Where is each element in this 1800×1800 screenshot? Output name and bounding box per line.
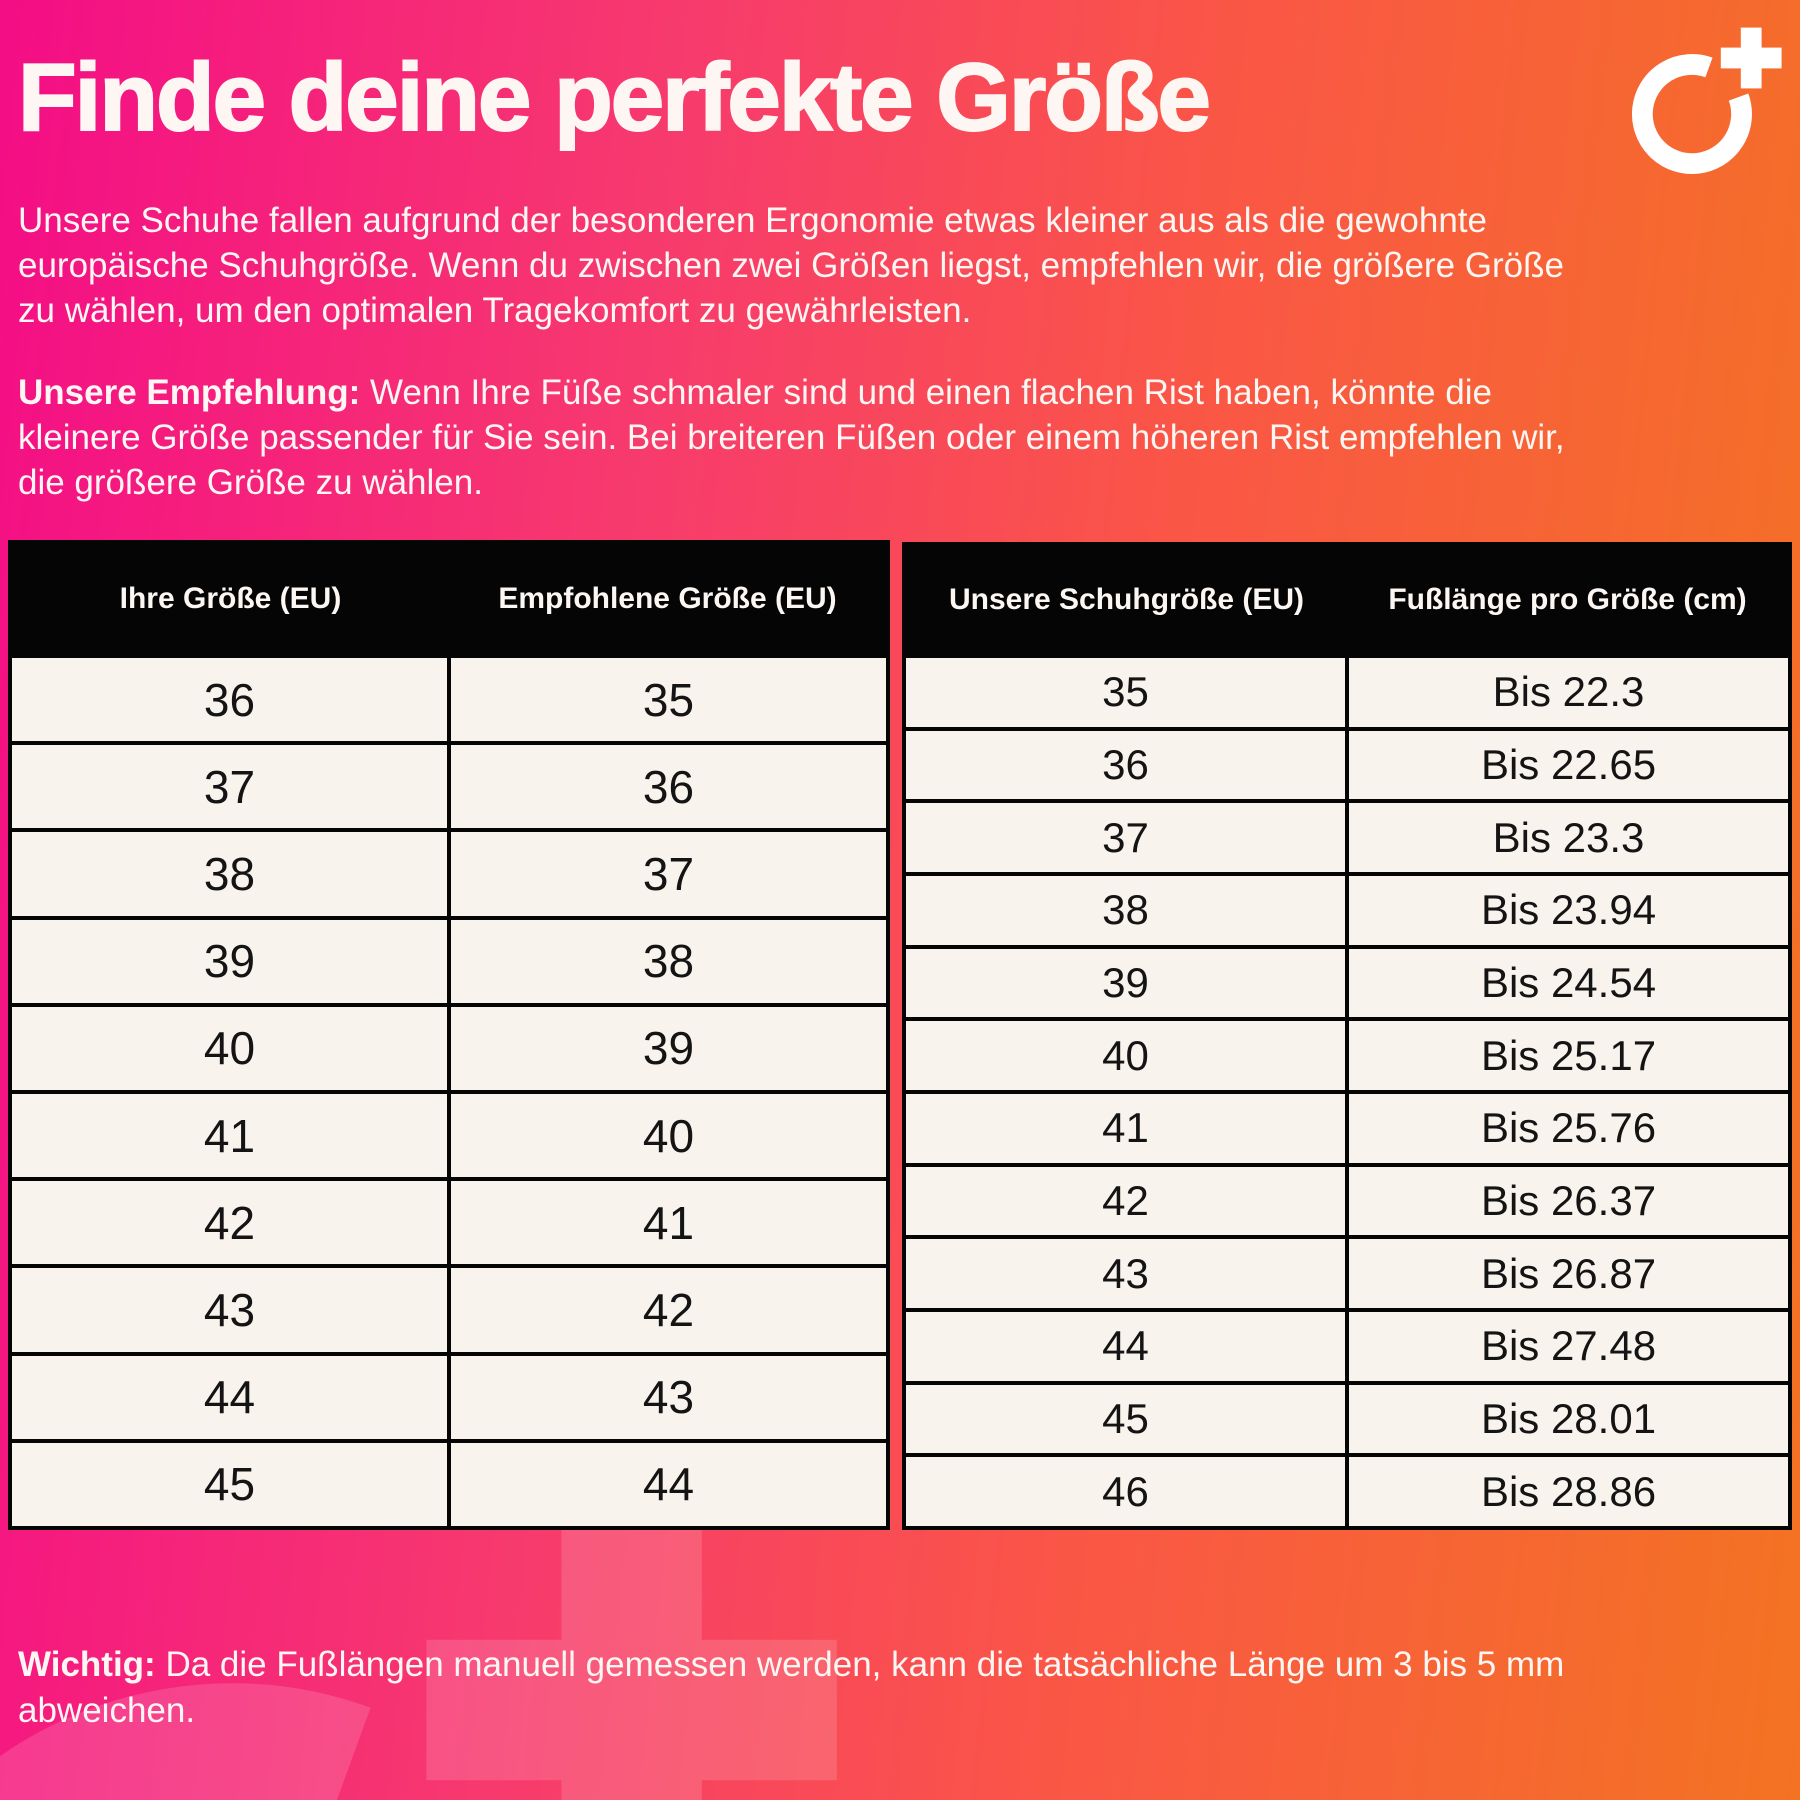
- table-cell: 45: [1102, 1395, 1149, 1443]
- table-cell: 40: [447, 1094, 886, 1178]
- column-header-our-shoe-size: Unsere Schuhgröße (EU): [948, 583, 1305, 616]
- size-conversion-table: Ihre Größe (EU) Empfohlene Größe (EU) 36…: [8, 540, 890, 1530]
- table-cell: Bis 26.37: [1345, 1166, 1788, 1236]
- table-cell: 39: [203, 935, 256, 988]
- table-cell: 35: [1102, 668, 1149, 716]
- table-cell: Bis 22.65: [1345, 730, 1788, 800]
- intro-paragraph: Unsere Schuhe fallen aufgrund der besond…: [18, 198, 1583, 333]
- table-cell: Bis 28.01: [1345, 1384, 1788, 1454]
- table-cell: 35: [447, 658, 886, 742]
- foot-length-table: Unsere Schuhgröße (EU) Fußlänge pro Größ…: [902, 542, 1792, 1530]
- table-cell: 39: [447, 1006, 886, 1091]
- important-text: Da die Fußlängen manuell gemessen werden…: [18, 1645, 1565, 1730]
- table-row: 44 Bis 27.48: [906, 1308, 1788, 1381]
- table-cell: Bis 22.3: [1345, 658, 1788, 727]
- table-cell: 37: [447, 832, 886, 916]
- table-cell: Bis 26.87: [1345, 1239, 1788, 1309]
- table-cell: 44: [1102, 1322, 1149, 1370]
- page-title: Finde deine perfekte Größe: [17, 44, 1212, 151]
- table-row: 37 Bis 23.3: [906, 799, 1788, 873]
- table-row: 44 43: [12, 1351, 886, 1439]
- foot-length-table-header: Unsere Schuhgröße (EU) Fußlänge pro Größ…: [906, 546, 1788, 654]
- table-cell: 44: [203, 1371, 256, 1424]
- column-header-foot-length: Fußlänge pro Größe (cm): [1388, 583, 1747, 616]
- table-cell: Bis 25.76: [1345, 1094, 1788, 1163]
- table-cell: 42: [447, 1268, 886, 1352]
- table-row: 41 Bis 25.76: [906, 1090, 1788, 1163]
- table-cell: 40: [203, 1022, 256, 1075]
- table-row: 43 Bis 26.87: [906, 1235, 1788, 1309]
- table-row: 39 Bis 24.54: [906, 944, 1788, 1018]
- column-header-your-size: Ihre Größe (EU): [119, 582, 342, 615]
- table-row: 37 36: [12, 741, 886, 829]
- table-row: 41 40: [12, 1090, 886, 1178]
- table-row: 40 39: [12, 1002, 886, 1091]
- table-cell: Bis 28.86: [1345, 1457, 1788, 1527]
- table-row: 42 41: [12, 1177, 886, 1265]
- table-cell: 46: [1102, 1467, 1149, 1515]
- table-row: 43 42: [12, 1264, 886, 1352]
- table-cell: 41: [203, 1109, 256, 1162]
- table-cell: Bis 25.17: [1345, 1021, 1788, 1091]
- table-row: 46 Bis 28.86: [906, 1453, 1788, 1527]
- table-cell: Bis 23.3: [1345, 803, 1788, 873]
- table-cell: 39: [1102, 959, 1149, 1007]
- table-row: 35 Bis 22.3: [906, 654, 1788, 727]
- table-cell: 36: [203, 673, 256, 726]
- table-cell: 45: [203, 1458, 256, 1511]
- important-label: Wichtig:: [18, 1645, 156, 1684]
- table-cell: 38: [203, 848, 256, 900]
- table-cell: 38: [1102, 886, 1149, 934]
- table-cell: 38: [447, 919, 886, 1003]
- table-cell: Bis 23.94: [1345, 876, 1788, 945]
- table-cell: 40: [1102, 1031, 1149, 1079]
- column-header-recommended-size: Empfohlene Größe (EU): [498, 582, 837, 615]
- size-conversion-table-header: Ihre Größe (EU) Empfohlene Größe (EU): [12, 544, 886, 654]
- recommendation-label: Unsere Empfehlung:: [18, 373, 361, 412]
- important-note: Wichtig: Da die Fußlängen manuell gemess…: [18, 1642, 1658, 1734]
- intro-text: Unsere Schuhe fallen aufgrund der besond…: [18, 201, 1564, 330]
- table-cell: 42: [1102, 1177, 1149, 1225]
- table-row: 45 Bis 28.01: [906, 1380, 1788, 1454]
- table-cell: 43: [203, 1284, 256, 1337]
- circle-plus-logo-icon: [1632, 27, 1782, 174]
- table-cell: 41: [1102, 1104, 1149, 1152]
- table-row: 45 44: [12, 1438, 886, 1527]
- table-cell: Bis 24.54: [1345, 948, 1788, 1018]
- table-cell: 37: [203, 760, 256, 813]
- table-cell: 37: [1102, 813, 1149, 861]
- table-row: 36 Bis 22.65: [906, 726, 1788, 800]
- table-cell: 43: [1102, 1249, 1149, 1297]
- table-row: 38 Bis 23.94: [906, 872, 1788, 945]
- table-row: 42 Bis 26.37: [906, 1162, 1788, 1236]
- table-cell: 41: [447, 1181, 886, 1265]
- table-cell: 36: [447, 745, 886, 829]
- table-cell: 36: [1102, 741, 1149, 788]
- recommendation-text: Wenn Ihre Füße schmaler sind und einen f…: [18, 373, 1565, 502]
- table-cell: 44: [447, 1442, 886, 1527]
- table-row: 38 37: [12, 828, 886, 916]
- table-cell: Bis 27.48: [1345, 1312, 1788, 1381]
- table-cell: 42: [203, 1196, 256, 1249]
- recommendation-paragraph: Unsere Empfehlung: Wenn Ihre Füße schmal…: [18, 370, 1583, 505]
- table-row: 36 35: [12, 654, 886, 742]
- table-row: 39 38: [12, 915, 886, 1003]
- table-row: 40 Bis 25.17: [906, 1017, 1788, 1091]
- table-cell: 43: [447, 1355, 886, 1439]
